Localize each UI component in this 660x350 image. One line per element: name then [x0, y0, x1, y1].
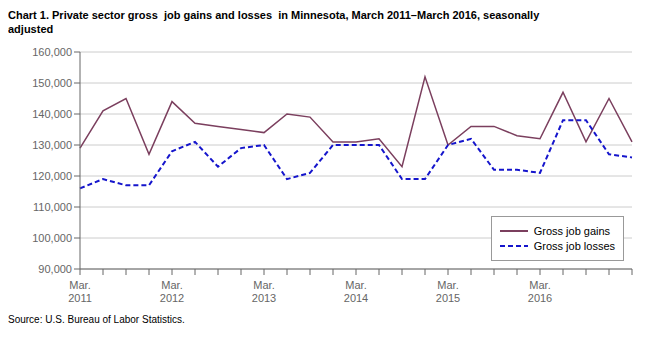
svg-text:Mar.2012: Mar.2012 — [160, 279, 184, 304]
html-text:Gross job gains: Gross job gains — [533, 225, 611, 237]
svg-text:110,000: 110,000 — [33, 201, 72, 213]
svg-text:Mar.2016: Mar.2016 — [528, 279, 552, 304]
html-text:Source: U.S. Bureau of Labor S: Source: U.S. Bureau of Labor Statistics. — [8, 314, 185, 325]
svg-text:Mar.2015: Mar.2015 — [436, 279, 460, 304]
svg-text:150,000: 150,000 — [32, 77, 72, 89]
svg-text:140,000: 140,000 — [32, 108, 72, 120]
svg-text:Mar.2014: Mar.2014 — [344, 279, 368, 304]
svg-text:Mar.2013: Mar.2013 — [252, 279, 276, 304]
html-text:adjusted: adjusted — [8, 23, 54, 35]
svg-text:120,000: 120,000 — [32, 170, 72, 182]
svg-text:130,000: 130,000 — [32, 139, 72, 151]
svg-text:100,000: 100,000 — [32, 232, 72, 244]
svg-text:160,000: 160,000 — [32, 46, 72, 58]
svg-text:Mar.2011: Mar.2011 — [68, 279, 92, 304]
svg-text:90,000: 90,000 — [38, 263, 72, 275]
html-text:Gross job losses: Gross job losses — [533, 240, 615, 252]
html-text:Chart 1. Private sector gross: Chart 1. Private sector gross job gains … — [8, 9, 540, 21]
